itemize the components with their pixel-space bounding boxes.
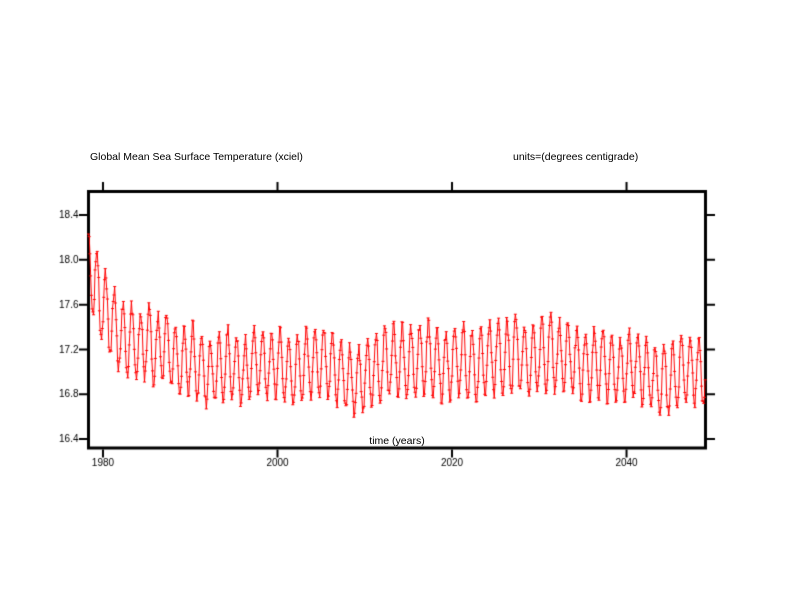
x-axis-label: time (years) xyxy=(369,435,425,447)
plot-units-label: units=(degrees centigrade) xyxy=(513,151,639,163)
plot-title: Global Mean Sea Surface Temperature (xci… xyxy=(90,151,303,163)
